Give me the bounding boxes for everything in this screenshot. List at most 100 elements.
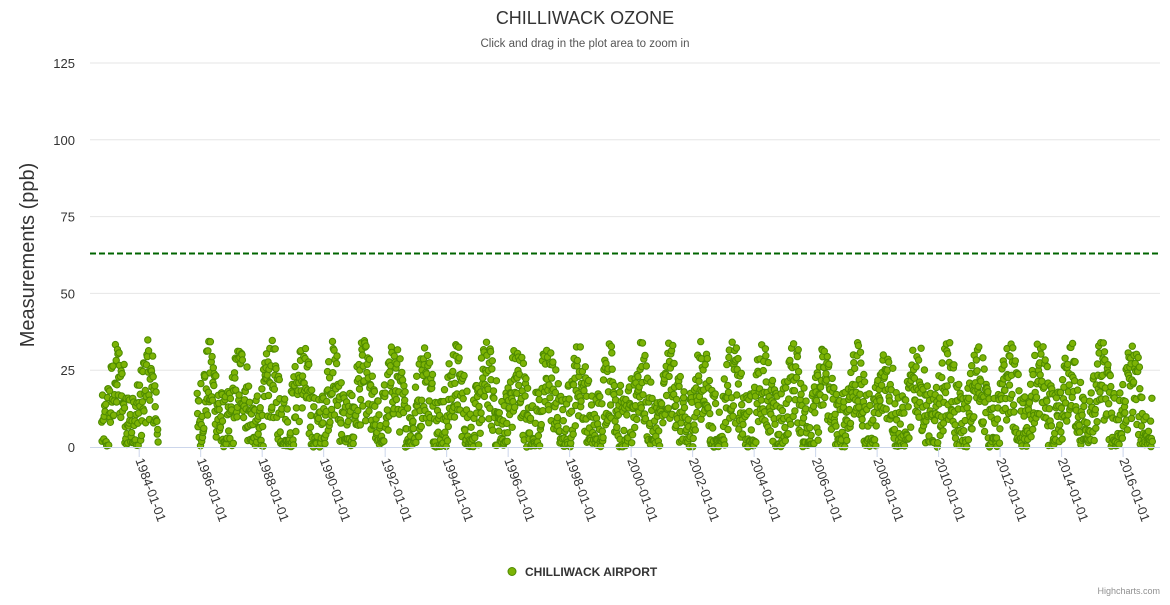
data-point[interactable] xyxy=(117,413,125,422)
data-point[interactable] xyxy=(1129,408,1137,416)
data-point[interactable] xyxy=(380,437,388,445)
data-point[interactable] xyxy=(403,404,412,412)
data-point[interactable] xyxy=(1148,437,1157,446)
data-point[interactable] xyxy=(951,434,960,442)
data-point[interactable] xyxy=(1000,361,1008,369)
data-point[interactable] xyxy=(547,349,555,357)
data-point[interactable] xyxy=(142,361,151,369)
data-point[interactable] xyxy=(571,422,579,430)
data-point[interactable] xyxy=(946,339,954,347)
data-point[interactable] xyxy=(308,386,316,394)
data-point[interactable] xyxy=(235,391,243,399)
data-point[interactable] xyxy=(204,347,212,355)
data-point[interactable] xyxy=(786,356,794,365)
data-point[interactable] xyxy=(268,336,276,345)
data-point[interactable] xyxy=(482,338,491,346)
data-point[interactable] xyxy=(264,391,273,400)
data-point[interactable] xyxy=(830,384,838,392)
data-point[interactable] xyxy=(936,394,944,402)
data-point[interactable] xyxy=(729,412,737,420)
data-point[interactable] xyxy=(1129,378,1138,386)
data-point[interactable] xyxy=(1073,386,1082,394)
data-point[interactable] xyxy=(866,401,874,410)
data-point[interactable] xyxy=(764,358,772,367)
data-point[interactable] xyxy=(738,401,746,409)
data-point[interactable] xyxy=(975,343,983,351)
data-point[interactable] xyxy=(628,431,637,439)
data-point[interactable] xyxy=(1091,405,1100,414)
data-point[interactable] xyxy=(980,365,988,373)
data-point[interactable] xyxy=(344,417,352,426)
data-point[interactable] xyxy=(113,381,121,389)
data-point[interactable] xyxy=(869,416,877,424)
data-point[interactable] xyxy=(210,381,218,390)
data-point[interactable] xyxy=(972,356,980,364)
data-point[interactable] xyxy=(471,434,479,442)
data-point[interactable] xyxy=(208,352,216,361)
data-point[interactable] xyxy=(816,383,825,391)
data-point[interactable] xyxy=(1068,339,1077,348)
data-point[interactable] xyxy=(648,394,656,403)
data-point[interactable] xyxy=(766,427,775,435)
data-point[interactable] xyxy=(325,374,334,382)
data-point[interactable] xyxy=(939,419,948,427)
data-point[interactable] xyxy=(695,377,703,385)
data-point[interactable] xyxy=(720,375,728,383)
data-point[interactable] xyxy=(127,428,136,437)
data-point[interactable] xyxy=(455,343,463,351)
data-point[interactable] xyxy=(1136,385,1144,393)
data-point[interactable] xyxy=(672,402,680,410)
data-point[interactable] xyxy=(905,434,913,442)
data-point[interactable] xyxy=(443,437,452,445)
data-point[interactable] xyxy=(822,370,830,378)
series-chilliwack-airport[interactable] xyxy=(98,336,1157,451)
data-point[interactable] xyxy=(955,380,963,389)
data-point[interactable] xyxy=(106,418,115,426)
data-point[interactable] xyxy=(1008,390,1016,399)
data-point[interactable] xyxy=(393,360,401,368)
data-point[interactable] xyxy=(932,383,941,392)
data-point[interactable] xyxy=(724,425,732,434)
data-point[interactable] xyxy=(608,349,616,357)
data-point[interactable] xyxy=(1078,411,1086,419)
data-point[interactable] xyxy=(567,407,576,415)
data-point[interactable] xyxy=(856,390,864,398)
data-point[interactable] xyxy=(1093,360,1102,368)
data-point[interactable] xyxy=(562,425,570,433)
data-point[interactable] xyxy=(960,427,968,435)
data-point[interactable] xyxy=(831,410,839,418)
data-point[interactable] xyxy=(759,366,767,375)
data-point[interactable] xyxy=(256,404,264,412)
data-point[interactable] xyxy=(1118,434,1127,442)
data-point[interactable] xyxy=(950,361,958,369)
data-point[interactable] xyxy=(218,417,227,425)
data-point[interactable] xyxy=(1031,351,1039,360)
data-point[interactable] xyxy=(319,419,327,427)
data-point[interactable] xyxy=(917,344,925,352)
data-point[interactable] xyxy=(231,374,239,382)
data-point[interactable] xyxy=(1041,356,1049,364)
data-point[interactable] xyxy=(711,390,719,398)
data-point[interactable] xyxy=(298,372,307,380)
data-point[interactable] xyxy=(1105,400,1113,408)
data-point[interactable] xyxy=(370,387,379,396)
data-point[interactable] xyxy=(1027,433,1035,441)
data-point[interactable] xyxy=(467,423,475,431)
data-point[interactable] xyxy=(879,351,887,359)
data-point[interactable] xyxy=(865,390,873,398)
data-point[interactable] xyxy=(691,426,699,434)
data-point[interactable] xyxy=(639,391,647,399)
data-point[interactable] xyxy=(872,442,880,450)
data-point[interactable] xyxy=(1029,370,1037,379)
data-point[interactable] xyxy=(891,400,899,408)
data-point[interactable] xyxy=(711,399,720,408)
data-point[interactable] xyxy=(694,401,702,409)
data-point[interactable] xyxy=(110,411,118,419)
data-point[interactable] xyxy=(620,426,628,435)
data-point[interactable] xyxy=(1056,388,1065,397)
data-point[interactable] xyxy=(1026,380,1035,388)
data-point[interactable] xyxy=(1022,442,1031,450)
data-point[interactable] xyxy=(112,398,121,406)
